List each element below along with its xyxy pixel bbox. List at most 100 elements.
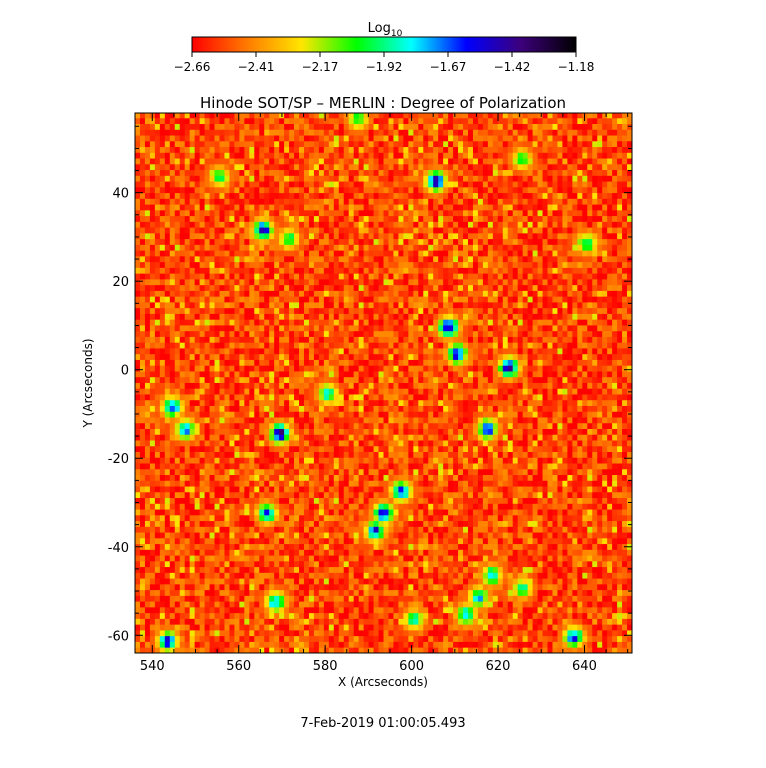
heatmap-cell [174, 635, 181, 642]
heatmap-cell [522, 399, 529, 406]
heatmap-cell [403, 388, 409, 395]
heatmap-cell [229, 520, 235, 527]
heatmap-cell [592, 641, 598, 648]
heatmap-cell [353, 566, 360, 573]
heatmap-cell [472, 399, 479, 406]
heatmap-cell [433, 641, 439, 648]
heatmap-cell [333, 526, 340, 533]
heatmap-cell [348, 549, 355, 556]
heatmap-cell [174, 451, 181, 458]
heatmap-cell [453, 411, 459, 418]
heatmap-cell [532, 572, 538, 579]
heatmap-cell [139, 422, 146, 429]
heatmap-cell [244, 503, 250, 510]
heatmap-cell [318, 399, 325, 406]
heatmap-cell [502, 555, 509, 562]
heatmap-cell [507, 457, 514, 464]
heatmap-cell [274, 543, 280, 550]
heatmap-cell [562, 480, 568, 487]
heatmap-cell [139, 405, 146, 412]
heatmap-cell [144, 560, 151, 568]
heatmap-cell [209, 371, 215, 378]
heatmap-cell [537, 549, 543, 556]
heatmap-cell [284, 434, 290, 441]
heatmap-cell [507, 601, 514, 608]
heatmap-cell [323, 497, 330, 504]
heatmap-cell [632, 618, 637, 624]
heatmap-cell [587, 451, 593, 458]
heatmap-cell [373, 388, 379, 395]
heatmap-cell [453, 566, 459, 573]
heatmap-cell [328, 422, 335, 429]
heatmap-cell [343, 629, 350, 637]
heatmap-cell [368, 647, 374, 653]
heatmap-cell [274, 497, 280, 504]
heatmap-cell [289, 399, 295, 406]
heatmap-cell [313, 555, 320, 562]
heatmap-cell [353, 606, 360, 614]
heatmap-cell [294, 376, 300, 383]
heatmap-cell [383, 405, 389, 412]
heatmap-cell [378, 457, 384, 464]
heatmap-cell [627, 560, 632, 568]
heatmap-cell [393, 618, 399, 625]
heatmap-cell [373, 468, 379, 476]
heatmap-cell [492, 537, 499, 545]
heatmap-cell [458, 629, 464, 637]
heatmap-cell [542, 451, 548, 458]
heatmap-cell [154, 514, 161, 522]
heatmap-cell [577, 497, 583, 504]
heatmap-cell [204, 405, 210, 412]
heatmap-cell [308, 405, 315, 412]
heatmap-cell [328, 595, 335, 602]
heatmap-cell [328, 468, 335, 476]
heatmap-cell [289, 520, 295, 527]
heatmap-cell [368, 520, 374, 527]
heatmap-cell [318, 480, 325, 487]
heatmap-cell [194, 451, 201, 458]
heatmap-cell [194, 399, 201, 406]
heatmap-cell [204, 376, 210, 383]
heatmap-cell [438, 537, 444, 545]
heatmap-cell [587, 532, 593, 539]
heatmap-cell [627, 428, 632, 435]
heatmap-cell [174, 555, 181, 562]
heatmap-cell [607, 566, 613, 573]
heatmap-cell [154, 624, 161, 631]
heatmap-cell [149, 491, 156, 499]
heatmap-cell [244, 405, 250, 412]
heatmap-cell [189, 388, 196, 395]
heatmap-cell [179, 417, 186, 424]
heatmap-cell [323, 641, 330, 648]
heatmap-cell [582, 388, 588, 395]
heatmap-cell [577, 480, 583, 487]
heatmap-cell [522, 503, 529, 510]
heatmap-cell [413, 612, 419, 619]
heatmap-cell [373, 445, 379, 452]
heatmap-cell [259, 497, 265, 504]
heatmap-cell [149, 601, 156, 608]
heatmap-cell [383, 514, 389, 522]
heatmap-cell [383, 411, 389, 418]
heatmap-cell [333, 503, 340, 510]
heatmap-cell [284, 405, 290, 412]
heatmap-cell [487, 486, 494, 493]
heatmap-cell [418, 549, 424, 556]
heatmap-cell [602, 422, 608, 429]
heatmap-cell [438, 440, 444, 447]
heatmap-cell [229, 543, 235, 550]
heatmap-cell [458, 445, 464, 452]
heatmap-cell [582, 624, 588, 631]
heatmap-cell [313, 474, 320, 481]
heatmap-cell [418, 624, 424, 631]
heatmap-cell [582, 434, 588, 441]
heatmap-cell [299, 457, 305, 464]
heatmap-cell [274, 463, 280, 470]
heatmap-cell [482, 394, 489, 401]
heatmap-cell [159, 405, 166, 412]
heatmap-cell [214, 371, 220, 378]
heatmap-cell [184, 388, 191, 395]
heatmap-cell [169, 434, 176, 441]
heatmap-cell [532, 434, 538, 441]
heatmap-cell [443, 520, 449, 527]
